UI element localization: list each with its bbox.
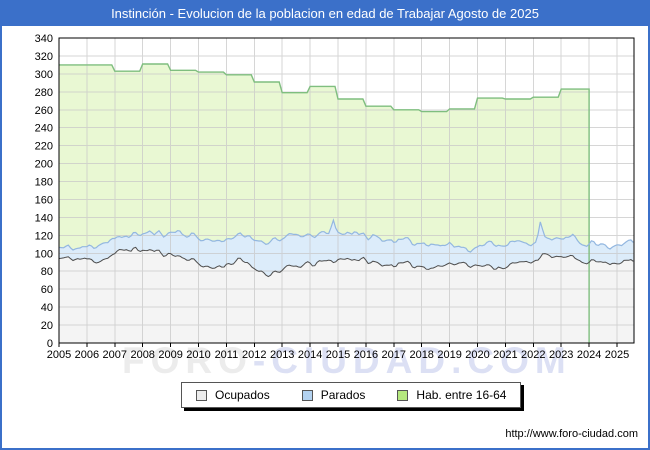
svg-text:80: 80 [41,266,53,278]
legend-label-ocupados: Ocupados [215,388,270,402]
svg-text:160: 160 [35,195,53,207]
foro-ciudad-url[interactable]: http://www.foro-ciudad.com [505,428,638,440]
ocupados-swatch-icon [196,389,207,401]
legend-label-hab16-64: Hab. entre 16-64 [416,388,507,402]
legend-label-parados: Parados [320,388,366,402]
svg-text:140: 140 [35,212,53,224]
svg-text:2006: 2006 [75,349,99,361]
svg-text:2005: 2005 [47,349,71,361]
svg-text:260: 260 [35,105,53,117]
svg-text:180: 180 [35,177,53,189]
svg-text:40: 40 [41,302,53,314]
watermark: FORO-CIUDAD.COM [122,340,572,382]
svg-text:280: 280 [35,87,53,99]
legend-item-parados: Parados [301,388,366,402]
svg-text:20: 20 [41,320,53,332]
legend-item-ocupados: Ocupados [196,388,270,402]
hab16-64-swatch-icon [397,389,409,401]
svg-text:0: 0 [47,338,53,350]
page-title: Instinción - Evolucion de la poblacion e… [111,6,539,21]
svg-text:240: 240 [35,123,53,135]
watermark-ciudad: -CIUDAD.COM [252,340,572,381]
svg-text:320: 320 [35,51,53,63]
watermark-foro: FORO [122,340,253,381]
legend-item-hab16-64: Hab. entre 16-64 [397,388,506,402]
svg-text:100: 100 [35,248,53,260]
chart-legend: Ocupados Parados Hab. entre 16-64 [181,382,522,408]
svg-text:220: 220 [35,141,53,153]
svg-text:340: 340 [35,33,53,45]
title-bar: Instinción - Evolucion de la poblacion e… [2,2,648,26]
svg-text:200: 200 [35,159,53,171]
svg-text:2024: 2024 [577,349,601,361]
svg-text:120: 120 [35,230,53,242]
parados-swatch-icon [301,389,313,401]
svg-text:60: 60 [41,284,53,296]
svg-text:300: 300 [35,69,53,81]
svg-text:2025: 2025 [605,349,629,361]
